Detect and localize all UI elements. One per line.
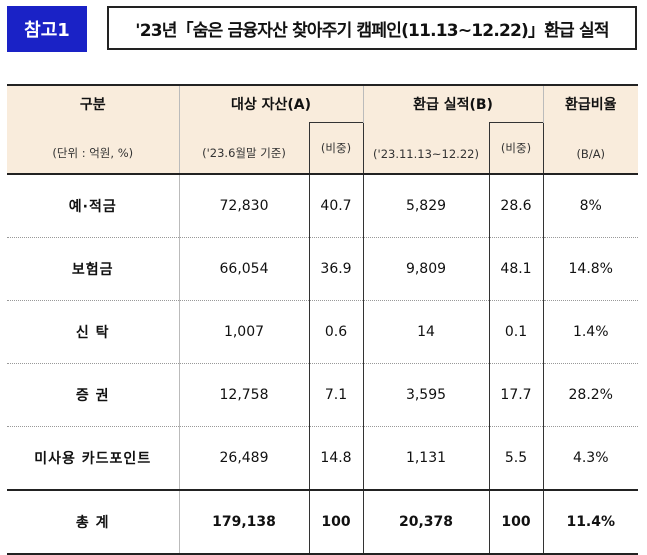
- refund-rate: 4.3%: [542, 426, 638, 490]
- table-row: 증 권 12,758 7.1 3,595 17.7 28.2%: [7, 363, 638, 427]
- header-refund-rate: 환급비율: [542, 85, 638, 123]
- reference-badge: 참고1: [7, 6, 87, 52]
- refund-share: 0.1: [488, 300, 544, 364]
- header-refund-share: (비중): [488, 122, 544, 174]
- target-amount: 72,830: [178, 173, 309, 238]
- target-share: 14.8: [308, 426, 364, 490]
- header-refund-period: ('23.11.13~12.22): [373, 146, 479, 161]
- row-label: 증 권: [7, 363, 179, 427]
- refund-share: 28.6: [488, 173, 544, 238]
- row-label: 예·적금: [7, 173, 179, 238]
- header-target-assets: 대상 자산(A): [178, 85, 363, 123]
- total-target-share: 100: [308, 489, 364, 555]
- refund-share: 48.1: [488, 237, 544, 301]
- refund-amount: 1,131: [363, 426, 489, 490]
- target-amount: 26,489: [178, 426, 309, 490]
- total-refund-rate: 11.4%: [542, 489, 638, 555]
- refund-amount: 3,595: [363, 363, 489, 427]
- header-refund-results: 환급 실적(B): [362, 85, 543, 123]
- table-row: 보험금 66,054 36.9 9,809 48.1 14.8%: [7, 237, 638, 301]
- total-refund-share: 100: [488, 489, 544, 555]
- refund-amount: 5,829: [363, 173, 489, 238]
- table-row: 신 탁 1,007 0.6 14 0.1 1.4%: [7, 300, 638, 364]
- target-amount: 12,758: [178, 363, 309, 427]
- header-category: 구분: [79, 97, 106, 114]
- target-share: 40.7: [308, 173, 364, 238]
- header-rate-formula: (B/A): [542, 122, 638, 174]
- header-target-basis: ('23.6월말 기준): [178, 122, 309, 174]
- total-label: 총 계: [7, 489, 179, 555]
- total-target-amount: 179,138: [178, 489, 309, 555]
- total-refund-amount: 20,378: [363, 489, 489, 555]
- target-share: 7.1: [308, 363, 364, 427]
- refund-share: 17.7: [488, 363, 544, 427]
- row-label: 보험금: [7, 237, 179, 301]
- refund-rate: 1.4%: [542, 300, 638, 364]
- target-amount: 66,054: [178, 237, 309, 301]
- row-label: 미사용 카드포인트: [7, 426, 179, 490]
- refund-results-table: 구분 대상 자산(A) 환급 실적(B) 환급비율 (단위 : 억원, %) (…: [7, 84, 638, 555]
- refund-amount: 14: [363, 300, 489, 364]
- header-target-share: (비중): [308, 122, 364, 174]
- row-label: 신 탁: [7, 300, 179, 364]
- refund-rate: 8%: [542, 173, 638, 238]
- target-share: 36.9: [308, 237, 364, 301]
- refund-rate: 14.8%: [542, 237, 638, 301]
- refund-rate: 28.2%: [542, 363, 638, 427]
- refund-share: 5.5: [488, 426, 544, 490]
- table-row: 미사용 카드포인트 26,489 14.8 1,131 5.5 4.3%: [7, 426, 638, 490]
- total-row: 총 계 179,138 100 20,378 100 11.4%: [7, 489, 638, 555]
- refund-amount: 9,809: [363, 237, 489, 301]
- header-category-unit: (단위 : 억원, %): [52, 145, 134, 160]
- table-row: 예·적금 72,830 40.7 5,829 28.6 8%: [7, 173, 638, 238]
- page-title: '23년「숨은 금융자산 찾아주기 캠페인(11.13~12.22)」환급 실적: [107, 6, 637, 50]
- target-share: 0.6: [308, 300, 364, 364]
- target-amount: 1,007: [178, 300, 309, 364]
